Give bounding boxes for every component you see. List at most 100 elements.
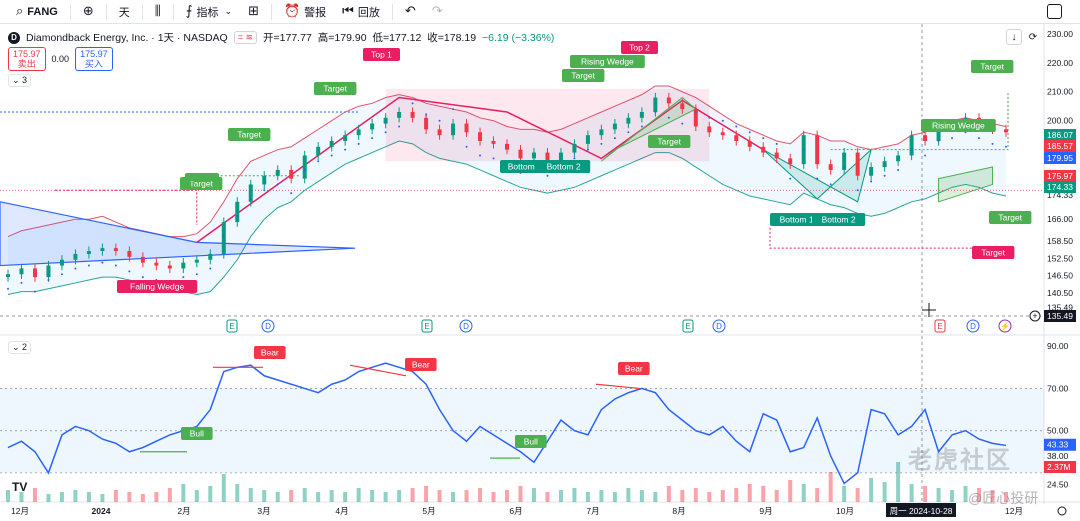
- sar-dot: [371, 137, 374, 140]
- rsi-line: [7, 362, 1007, 485]
- volume-bar: [343, 492, 348, 502]
- pattern-label-bg: [812, 213, 866, 226]
- sar-dot: [317, 160, 320, 163]
- replay-button[interactable]: ⏮ 回放: [334, 0, 388, 24]
- candle-body: [262, 175, 267, 185]
- ohlc-open: 开=177.77: [263, 32, 312, 44]
- symbol-search[interactable]: ⌕ FANG: [8, 0, 66, 24]
- sar-dot: [47, 279, 50, 282]
- time-axis-label: 6月: [509, 506, 522, 516]
- volume-bar: [585, 492, 590, 502]
- sar-dot: [735, 125, 738, 128]
- pattern-label: Top 1: [371, 50, 392, 60]
- volume-bar: [936, 488, 941, 502]
- sar-dot: [479, 154, 482, 157]
- price-axis-label: 146.50: [1047, 271, 1073, 281]
- price-tag: 186.07: [1047, 130, 1073, 140]
- symbol-title[interactable]: Diamondback Energy, Inc. · 1天 · NASDAQ: [26, 32, 228, 44]
- volume-bar: [963, 486, 968, 502]
- sar-dot: [951, 137, 954, 140]
- event-marker-bg: [712, 319, 726, 333]
- candle-body: [545, 152, 550, 162]
- fullscreen-icon[interactable]: [1047, 4, 1062, 19]
- sar-dot: [222, 235, 225, 238]
- volume-bar: [181, 484, 186, 502]
- volume-bar: [19, 492, 24, 502]
- candle-body: [410, 112, 415, 118]
- price-axis-label: 200.00: [1047, 116, 1073, 126]
- volume-bar: [828, 472, 833, 502]
- candle-body: [707, 126, 712, 133]
- volume-bar: [680, 490, 685, 502]
- interval-label: 天: [118, 6, 130, 19]
- indicators-label: 指标: [196, 6, 219, 19]
- price-axis-label: 135.49: [1047, 303, 1073, 313]
- volume-bar: [653, 492, 658, 502]
- chart-type-button[interactable]: ⫼: [147, 0, 169, 24]
- divider: [69, 3, 71, 20]
- sar-dot: [613, 137, 616, 140]
- candle-body: [316, 146, 321, 156]
- candle-body: [154, 262, 159, 266]
- volume-bar: [464, 490, 469, 502]
- pattern-label-bg: [228, 128, 271, 141]
- chevron-down-icon: ⌄: [224, 6, 233, 17]
- pattern-label-bg: [971, 60, 1014, 73]
- volume-bar: [747, 484, 752, 502]
- sar-dot: [425, 113, 428, 116]
- volume-bar: [869, 478, 874, 502]
- sar-dot: [748, 131, 751, 134]
- rsi-signal: Bear: [261, 348, 279, 358]
- legend-options-pill[interactable]: = ≋: [233, 31, 258, 44]
- sar-dot: [843, 166, 846, 169]
- event-marker: E: [229, 322, 234, 331]
- compare-button[interactable]: ⊕: [75, 0, 102, 24]
- buy-button[interactable]: 175.97 买入: [75, 47, 113, 71]
- pattern-label-bg: [363, 48, 400, 61]
- sar-dot: [870, 180, 873, 183]
- candles-icon: ⫼: [154, 4, 161, 19]
- volume-bar: [262, 490, 267, 502]
- candle-body: [936, 126, 941, 141]
- indicators-icon: ⨍: [185, 4, 193, 19]
- interval-button[interactable]: 天: [111, 0, 138, 24]
- sar-dot: [829, 183, 832, 186]
- pattern-label: Target: [981, 248, 1005, 258]
- pane1-indicator-toggle[interactable]: ⌄ 3: [8, 74, 32, 87]
- pane2-indicator-toggle[interactable]: ⌄ 2: [8, 341, 32, 354]
- event-marker: E: [685, 322, 690, 331]
- sar-dot: [20, 281, 23, 284]
- redo-button[interactable]: ↷: [424, 0, 451, 24]
- price-tag: 185.57: [1047, 141, 1073, 151]
- candle-body: [100, 248, 105, 252]
- sync-button[interactable]: ⟳: [1025, 29, 1041, 45]
- pane2-tag: 2: [22, 342, 28, 352]
- chart-canvas[interactable]: Falling Wedge Target Target Target Top 1 Top …: [0, 24, 1080, 521]
- sar-dot: [398, 125, 401, 128]
- alert-button[interactable]: ⏰ 警报: [276, 0, 334, 24]
- candle-body: [828, 164, 833, 170]
- layouts-button[interactable]: ⊞: [240, 0, 267, 24]
- volume-bar: [693, 488, 698, 502]
- candle-body: [558, 152, 563, 162]
- add-alert-icon: +: [1032, 311, 1037, 321]
- indicators-button[interactable]: ⨍ 指标 ⌄: [178, 0, 240, 24]
- sell-button[interactable]: 175.97 卖出: [8, 47, 46, 71]
- sar-dot: [87, 264, 90, 267]
- pattern-label: Rising Wedge: [932, 121, 985, 131]
- search-icon: ⌕: [16, 4, 24, 19]
- candle-body: [221, 222, 226, 254]
- candle-body: [167, 265, 172, 269]
- ohlc-low: 低=177.12: [372, 32, 422, 44]
- undo-button[interactable]: ↶: [397, 0, 424, 24]
- scroll-down-button[interactable]: ↓: [1006, 29, 1022, 45]
- sar-dot: [303, 168, 306, 171]
- sar-dot: [802, 148, 805, 151]
- volume-bar: [572, 488, 577, 502]
- buy-price: 175.97: [80, 49, 108, 59]
- candle-body: [451, 123, 456, 136]
- candle-body: [383, 117, 388, 124]
- price-tag-bg: [1044, 140, 1076, 152]
- event-marker-bg: [934, 319, 946, 333]
- symbol-label: FANG: [27, 5, 58, 18]
